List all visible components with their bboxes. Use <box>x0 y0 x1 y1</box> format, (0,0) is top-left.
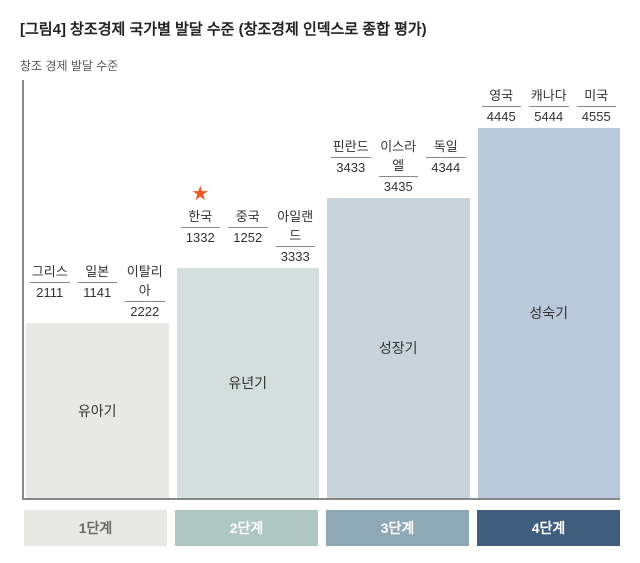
country-value: 4445 <box>478 109 526 124</box>
country-name: 일본 <box>78 261 118 283</box>
country-value: 4344 <box>422 160 470 175</box>
country: 일본 1141 <box>74 261 122 319</box>
country: 미국 4555 <box>573 85 621 124</box>
country: 중국 1252 <box>224 206 272 264</box>
bar-stage-1: 그리스2111일본1141이탈리아2222유아기 <box>26 323 169 498</box>
country-value: 4555 <box>573 109 621 124</box>
country: 핀란드 3433 <box>327 136 375 194</box>
country-value: 2111 <box>26 285 74 300</box>
country-value: 5444 <box>525 109 573 124</box>
phase-label: 유아기 <box>78 401 117 421</box>
country: 이탈리아 2222 <box>121 261 169 319</box>
country-name: 아일랜드 <box>276 206 316 247</box>
country-value: 3433 <box>327 160 375 175</box>
country-value: 1252 <box>224 230 272 245</box>
country-name: 한국 <box>181 206 221 228</box>
chart-area: 그리스2111일본1141이탈리아2222유아기★한국1332중국1252아일랜… <box>22 80 620 500</box>
country-value: 3333 <box>272 249 320 264</box>
country-name: 영국 <box>482 85 522 107</box>
country: 영국 4445 <box>478 85 526 124</box>
country-name: 그리스 <box>30 261 70 283</box>
stage-label-2: 2단계 <box>175 510 318 546</box>
bar-stage-2: ★한국1332중국1252아일랜드3333유년기 <box>177 268 320 498</box>
countries-row: 그리스 2111 일본 1141이탈리아 2222 <box>26 261 169 323</box>
phase-label: 성장기 <box>379 338 418 358</box>
bar-fill: 성장기 <box>327 198 470 498</box>
title-text: 창조경제 국가별 발달 수준 (창조경제 인덱스로 종합 평가) <box>70 21 427 38</box>
country-name: 핀란드 <box>331 136 371 158</box>
country-name: 미국 <box>577 85 617 107</box>
country-name: 독일 <box>426 136 466 158</box>
country: 캐나다 5444 <box>525 85 573 124</box>
country-value: 2222 <box>121 304 169 319</box>
stage-label-3: 3단계 <box>326 510 469 546</box>
country-value: 1332 <box>177 230 225 245</box>
chart-title: [그림4] 창조경제 국가별 발달 수준 (창조경제 인덱스로 종합 평가) <box>20 18 620 39</box>
country: ★한국1332 <box>177 206 225 264</box>
country-value: 1141 <box>74 285 122 300</box>
country: 그리스 2111 <box>26 261 74 319</box>
country: 아일랜드 3333 <box>272 206 320 264</box>
countries-row: ★한국1332중국1252아일랜드3333 <box>177 206 320 268</box>
stage-row: 1단계2단계3단계4단계 <box>24 510 620 546</box>
phase-label: 성숙기 <box>529 303 568 323</box>
country-name: 이스라엘 <box>379 136 419 177</box>
bars-container: 그리스2111일본1141이탈리아2222유아기★한국1332중국1252아일랜… <box>24 80 620 498</box>
countries-row: 영국 4445캐나다 5444 미국 4555 <box>478 85 621 128</box>
bar-fill: 유년기 <box>177 268 320 498</box>
stage-label-1: 1단계 <box>24 510 167 546</box>
country-value: 3435 <box>375 179 423 194</box>
phase-label: 유년기 <box>228 373 267 393</box>
country: 이스라엘 3435 <box>375 136 423 194</box>
bar-fill: 성숙기 <box>478 128 621 498</box>
countries-row: 핀란드 3433 이스라엘 3435 독일 4344 <box>327 136 470 198</box>
title-prefix: [그림4] <box>20 21 66 38</box>
bar-stage-4: 영국4445캐나다5444미국4555성숙기 <box>478 128 621 498</box>
y-axis-label: 창조 경제 발달 수준 <box>20 57 620 74</box>
bar-stage-3: 핀란드3433이스라엘3435독일4344성장기 <box>327 198 470 498</box>
country-name: 이탈리아 <box>125 261 165 302</box>
country-name: 중국 <box>228 206 268 228</box>
stage-label-4: 4단계 <box>477 510 620 546</box>
bar-fill: 유아기 <box>26 323 169 498</box>
country-name: 캐나다 <box>529 85 569 107</box>
star-icon: ★ <box>191 184 209 204</box>
country: 독일 4344 <box>422 136 470 194</box>
